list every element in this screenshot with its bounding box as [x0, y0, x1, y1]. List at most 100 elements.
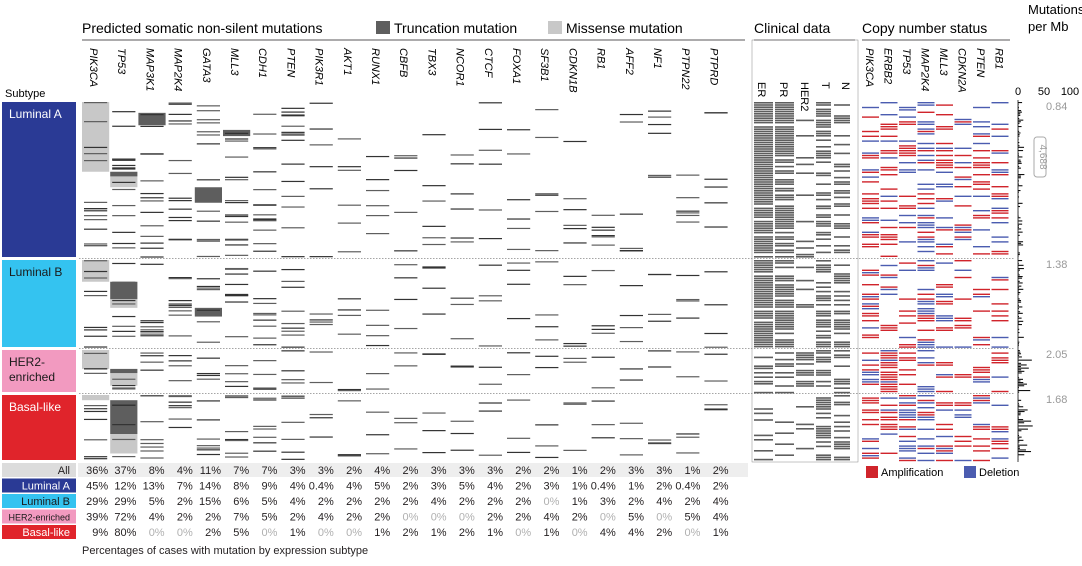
mutation-tick — [196, 313, 220, 315]
mutation-tick — [140, 421, 164, 423]
clinical-tick — [796, 380, 814, 383]
mutation-tick — [704, 186, 728, 188]
clinical-tick — [775, 194, 794, 196]
mb-bar — [1018, 252, 1021, 254]
mb-bar — [1018, 119, 1024, 121]
cn-del-tick — [917, 386, 935, 388]
cn-amp-tick — [899, 357, 916, 359]
mutation-tick — [450, 366, 474, 368]
percent-row-label-bg — [2, 463, 76, 477]
clinical-tick — [816, 436, 831, 439]
mutation-tick — [619, 340, 643, 343]
clinical-tick — [754, 231, 773, 234]
cn-amp-tick — [862, 397, 879, 399]
mutation-tick — [676, 274, 700, 277]
mutation-tick — [168, 197, 192, 199]
cn-amp-tick — [954, 229, 972, 231]
mutation-tick — [309, 166, 333, 168]
cn-amp-tick — [991, 210, 1009, 212]
mutation-tick — [225, 396, 249, 399]
cn-amp-tick — [880, 419, 898, 421]
mutation-tick — [591, 236, 615, 238]
clinical-tick — [816, 150, 831, 152]
clinical-tick — [834, 104, 850, 106]
clinical-tick — [834, 225, 850, 227]
mutation-tick — [422, 185, 446, 187]
mutation-tick — [478, 295, 502, 297]
mutation-tick — [253, 147, 277, 149]
clinical-tick — [775, 315, 794, 317]
mutation-tick — [281, 131, 305, 133]
percent-cell: 72% — [114, 512, 136, 524]
clinical-tick — [775, 421, 794, 423]
cn-amp-tick — [973, 376, 990, 378]
clinical-tick — [834, 430, 850, 432]
mutation-tick — [563, 361, 587, 363]
mutation-tick — [366, 205, 390, 207]
cn-del-tick — [899, 269, 916, 271]
cn-amp-tick — [862, 171, 879, 173]
cn-amp-tick — [862, 383, 879, 385]
percent-cell: 3% — [431, 481, 447, 493]
cn-title: Copy number status — [862, 20, 987, 36]
mutation-tick — [225, 156, 249, 158]
mutation-tick — [84, 329, 108, 331]
cn-amp-tick — [954, 121, 972, 123]
cn-del-tick — [862, 140, 879, 142]
gene-label-CBFB: CBFB — [397, 48, 409, 77]
clinical-tick — [816, 345, 831, 348]
gene-label-NF1: NF1 — [651, 48, 663, 69]
clinical-tick — [775, 207, 794, 210]
clinical-tick — [816, 408, 831, 410]
cn-amp-tick — [862, 352, 879, 354]
mutation-tick — [563, 140, 587, 143]
clinical-tick — [796, 304, 814, 306]
mutation-tick — [225, 273, 249, 275]
percent-row-label: Luminal A — [22, 481, 71, 493]
clinical-tick — [754, 419, 773, 421]
percent-cell: 0.4% — [675, 481, 700, 493]
cn-amp-tick — [899, 419, 916, 421]
clinical-label-HER2: HER2 — [798, 82, 810, 111]
clinical-tick — [796, 247, 814, 249]
mutation-tick — [140, 335, 164, 337]
mutation-tick — [140, 329, 164, 331]
mb-bar — [1018, 391, 1020, 393]
percent-cell: 3% — [290, 465, 306, 477]
cn-amp-tick — [880, 123, 898, 125]
cn-amp-tick — [954, 154, 972, 157]
mb-bar — [1018, 274, 1020, 276]
mutation-tick — [648, 442, 672, 445]
mutation-tick — [704, 346, 728, 348]
mb-bar — [1018, 332, 1020, 334]
cn-del-tick — [917, 362, 935, 364]
cn-amp-tick — [954, 404, 972, 406]
mutation-tick — [535, 326, 559, 328]
cn-amp-tick — [880, 374, 898, 376]
cn-del-tick — [917, 416, 935, 418]
cn-del-tick — [991, 241, 1009, 243]
clinical-tick — [754, 271, 773, 273]
clinical-tick — [834, 425, 850, 428]
mutation-tick — [366, 335, 390, 337]
mutation-tick — [619, 121, 643, 123]
percent-cell: 2% — [656, 481, 672, 493]
mutation-tick — [196, 419, 220, 421]
mb-bar — [1018, 298, 1020, 300]
gene-label-FOXA1: FOXA1 — [510, 48, 522, 84]
mutation-tick — [281, 330, 305, 332]
clinical-tick — [816, 397, 831, 399]
mutation-tick — [422, 200, 446, 202]
clinical-tick — [754, 408, 773, 410]
mutation-tick — [422, 134, 446, 136]
mutation-tick — [140, 330, 164, 333]
mutation-tick — [196, 122, 220, 124]
cn-amp-tick — [862, 334, 879, 336]
mb-bar — [1018, 217, 1021, 219]
percent-cell: 2% — [515, 512, 531, 524]
mutation-tick — [337, 298, 361, 300]
clinical-tick — [816, 234, 831, 236]
cn-del-tick — [936, 171, 953, 173]
gene-label-TP53: TP53 — [115, 48, 127, 75]
clinical-tick — [775, 299, 794, 302]
